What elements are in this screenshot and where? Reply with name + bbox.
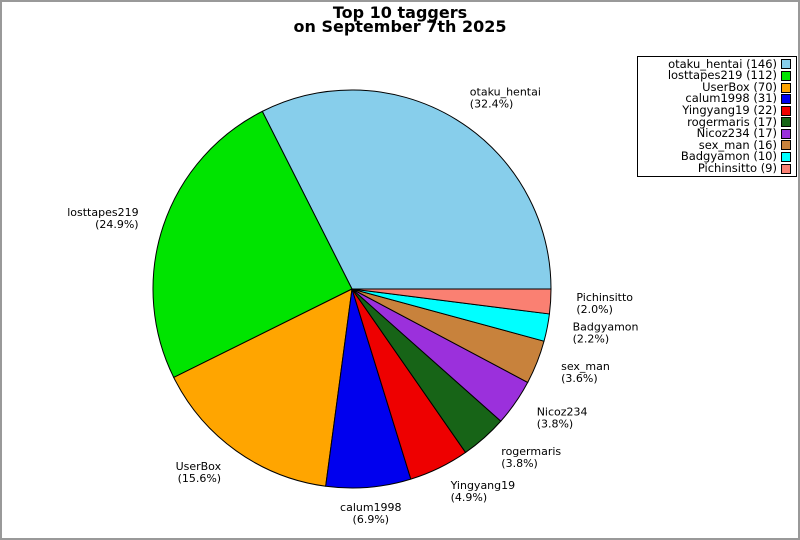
slice-label-UserBox: UserBox (15.6%) [176,460,222,485]
slice-label-Pichinsitto: Pichinsitto (2.0%) [576,291,633,316]
slice-label-rogermaris: rogermaris (3.8%) [501,445,561,470]
slice-label-otaku_hentai: otaku_hentai (32.4%) [470,86,541,111]
legend-item-Pichinsitto: Pichinsitto (9) [640,160,791,175]
legend-swatch [781,140,791,151]
legend-item-label: Pichinsitto (9) [697,160,777,175]
legend-item-label: Yingyang19 (22) [682,102,777,117]
legend-item-label: sex_man (16) [698,137,777,152]
chart-title-line1: Top 10 taggers [332,3,468,22]
legend-swatch [781,128,791,139]
legend-item-label: Nicoz234 (17) [696,126,777,141]
legend-swatch [781,105,791,116]
legend-swatch [781,117,791,128]
pie-slice-otaku_hentai [261,89,552,290]
pie-slice-Pichinsitto [351,288,552,315]
legend-item-UserBox: UserBox (70) [640,79,791,94]
legend-item-Nicoz234: Nicoz234 (17) [640,126,791,141]
slice-label-calum1998: calum1998 (6.9%) [340,501,402,526]
legend-swatch [781,94,791,105]
legend-item-label: UserBox (70) [702,79,777,94]
pie-slice-UserBox [173,288,353,487]
legend-swatch [781,163,791,174]
slice-label-Badgyamon: Badgyamon (2.2%) [573,321,639,346]
legend-item-label: losttapes219 (112) [667,68,777,83]
legend: otaku_hentai (146) losttapes219 (112) User… [637,56,797,177]
legend-item-rogermaris: rogermaris (17) [640,114,791,129]
legend-item-label: rogermaris (17) [687,114,777,129]
chart-title: Top 10 taggers on September 7th 2025 [2,3,798,36]
legend-item-label: Badgyamon (10) [680,149,777,164]
legend-swatch [781,82,791,93]
chart-title-line2: on September 7th 2025 [293,17,507,36]
legend-item-label: otaku_hentai (146) [668,56,777,71]
slice-label-Yingyang19: Yingyang19 (4.9%) [450,479,516,504]
slice-label-losttapes219: losttapes219 (24.9%) [67,206,138,231]
legend-item-label: calum1998 (31) [685,91,777,106]
legend-item-Badgyamon: Badgyamon (10) [640,151,791,163]
legend-swatch [781,70,791,81]
legend-item-calum1998: calum1998 (31) [640,93,791,105]
pie-slice-losttapes219 [152,110,353,378]
legend-item-otaku_hentai: otaku_hentai (146) [640,56,791,71]
legend-swatch [781,59,791,70]
slice-label-Nicoz234: Nicoz234 (3.8%) [537,405,588,430]
legend-item-Yingyang19: Yingyang19 (22) [640,102,791,117]
legend-swatch [781,152,791,163]
legend-item-losttapes219: losttapes219 (112) [640,70,791,82]
legend-item-sex_man: sex_man (16) [640,137,791,152]
slice-label-sex_man: sex_man (3.6%) [561,360,610,385]
